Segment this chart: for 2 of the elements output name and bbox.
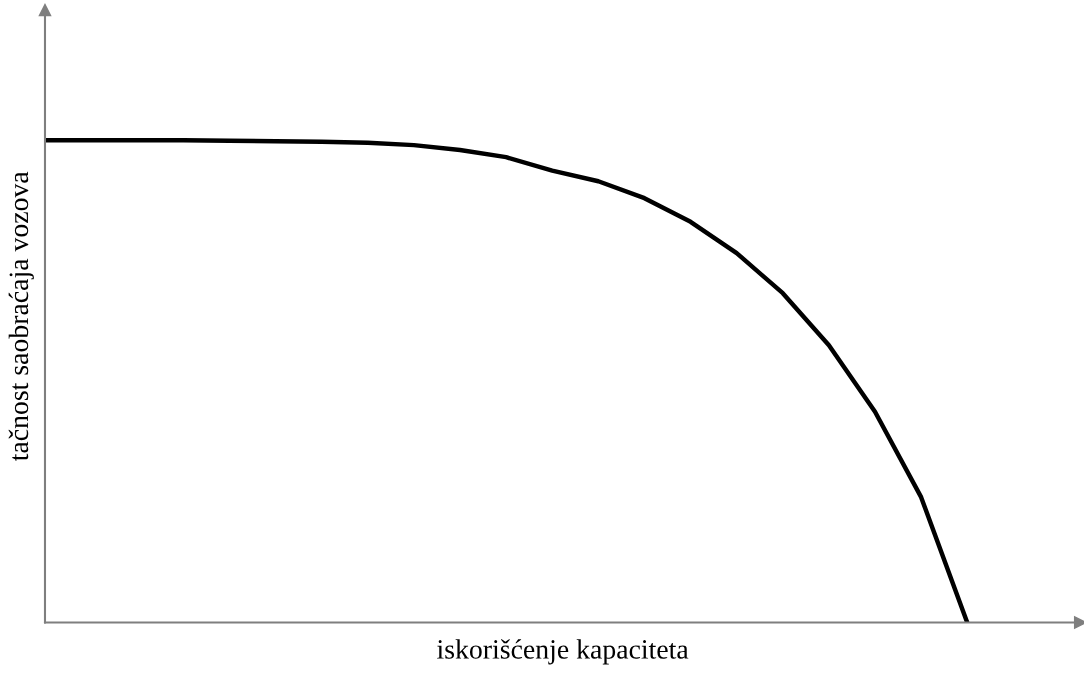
y-axis-title: tačnost saobraćaja vozova — [8, 171, 34, 462]
x-axis-title: iskorišćenje kapaciteta — [437, 639, 689, 665]
